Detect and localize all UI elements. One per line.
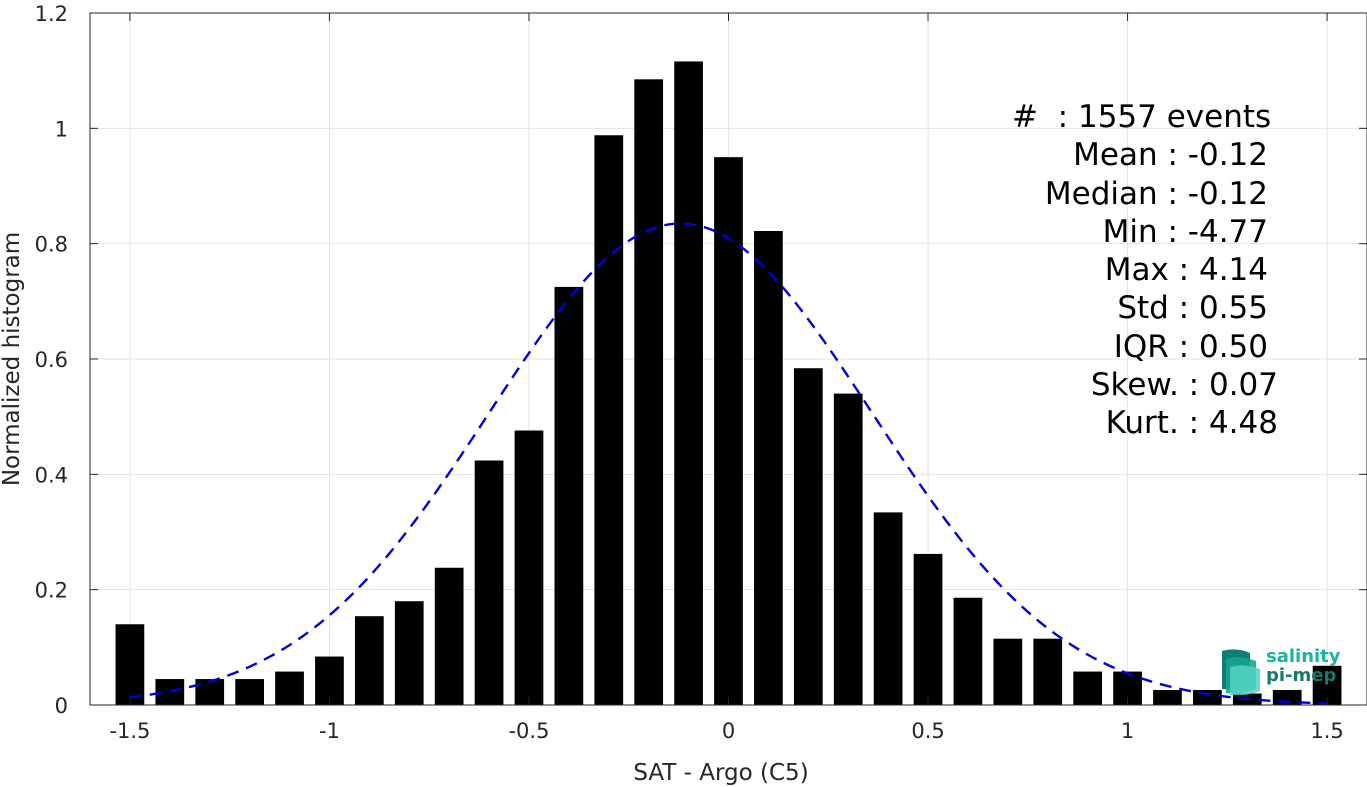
histogram-bar bbox=[354, 616, 384, 705]
statistics-panel: # : 1557 events Mean : -0.12 Median : -0… bbox=[960, 98, 1290, 443]
histogram-bar bbox=[953, 597, 983, 705]
histogram-bar bbox=[993, 638, 1023, 705]
histogram-bar bbox=[315, 656, 344, 705]
stat-min: Min : -4.77 bbox=[1102, 213, 1268, 250]
stat-median: Median : -0.12 bbox=[1044, 175, 1268, 212]
histogram-bar bbox=[913, 553, 943, 705]
histogram-bar bbox=[674, 61, 703, 705]
histogram-bar bbox=[554, 286, 584, 705]
histogram-bar bbox=[793, 368, 823, 705]
histogram-bar bbox=[1033, 638, 1063, 705]
x-axis-label: SAT - Argo (C5) bbox=[633, 760, 808, 786]
x-tick-label: 1 bbox=[1121, 719, 1134, 743]
y-tick-label: 0.6 bbox=[35, 348, 68, 372]
y-axis-label: Normalized histogram bbox=[0, 232, 25, 486]
y-tick-label: 1.2 bbox=[35, 2, 68, 26]
histogram-bar bbox=[714, 157, 743, 705]
histogram-bar bbox=[115, 624, 145, 705]
y-tick-label: 0.4 bbox=[35, 463, 68, 487]
stat-events: # : 1557 events bbox=[1012, 99, 1272, 135]
histogram-bar bbox=[1153, 690, 1182, 705]
salinity-pimep-logo: salinity pi-mep bbox=[1216, 645, 1346, 696]
histogram-bar bbox=[394, 601, 424, 705]
histogram-bar bbox=[873, 512, 903, 705]
histogram-bar bbox=[754, 230, 783, 706]
y-tick-label: 0.2 bbox=[35, 579, 68, 603]
stat-mean: Mean : -0.12 bbox=[1073, 137, 1268, 174]
bars bbox=[115, 61, 1342, 706]
histogram-bar bbox=[634, 79, 664, 706]
tick-marks bbox=[90, 12, 1367, 706]
stat-iqr: IQR : 0.50 bbox=[1113, 328, 1268, 365]
x-tick-label: -1 bbox=[319, 719, 340, 743]
y-tick-labels: 0 0.2 0.4 0.6 0.8 1 1.2 bbox=[35, 2, 68, 718]
y-tick-label: 0 bbox=[55, 694, 68, 718]
y-tick-label: 1 bbox=[55, 117, 68, 141]
histogram-bar bbox=[434, 567, 464, 705]
normal-fit-curve bbox=[129, 222, 1328, 705]
x-tick-label: -0.5 bbox=[508, 719, 549, 743]
histogram-bar bbox=[275, 671, 304, 705]
histogram-bar bbox=[235, 679, 264, 705]
histogram-bar bbox=[1073, 671, 1103, 705]
histogram-bar bbox=[474, 460, 504, 705]
histogram-bar bbox=[514, 430, 544, 705]
histogram-bar bbox=[195, 679, 225, 705]
y-tick-label: 0.8 bbox=[35, 233, 68, 257]
logo-text-line1: salinity bbox=[1266, 646, 1341, 667]
x-tick-label: -1.5 bbox=[109, 719, 150, 743]
wave-logo-icon bbox=[1222, 649, 1260, 696]
x-tick-labels: -1.5 -1 -0.5 0 0.5 1 1.5 bbox=[109, 719, 1343, 743]
x-tick-label: 0.5 bbox=[911, 719, 944, 743]
histogram-bar bbox=[594, 135, 624, 706]
stat-skew: Skew. : 0.07 bbox=[1090, 367, 1278, 404]
stat-std: Std : 0.55 bbox=[1117, 290, 1268, 327]
x-tick-label: 1.5 bbox=[1310, 719, 1343, 743]
stat-kurt: Kurt. : 4.48 bbox=[1105, 405, 1278, 442]
x-tick-label: 0 bbox=[722, 719, 735, 743]
stat-max: Max : 4.14 bbox=[1104, 252, 1268, 289]
logo-text-line2: pi-mep bbox=[1266, 665, 1337, 686]
histogram-bar bbox=[833, 393, 863, 705]
